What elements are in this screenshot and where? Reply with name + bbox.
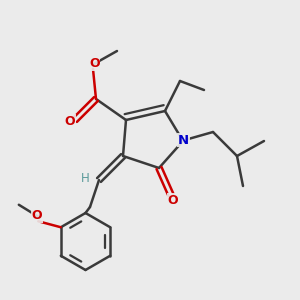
Text: O: O	[167, 194, 178, 207]
Text: N: N	[178, 134, 189, 147]
Text: O: O	[64, 115, 75, 128]
Text: H: H	[81, 172, 90, 185]
Text: O: O	[32, 209, 42, 222]
Text: O: O	[89, 57, 100, 70]
